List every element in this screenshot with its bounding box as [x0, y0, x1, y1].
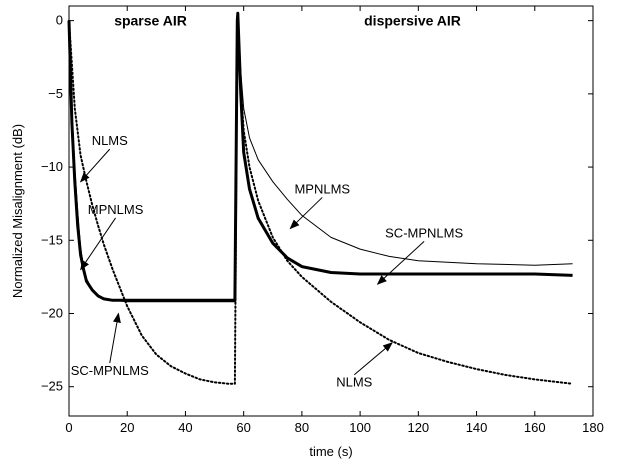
x-tick-label: 180: [582, 420, 604, 435]
x-tick-label: 0: [65, 420, 72, 435]
x-axis-title: time (s): [309, 444, 352, 459]
y-tick-label: −25: [41, 379, 63, 394]
y-tick-label: −15: [41, 232, 63, 247]
x-tick-label: 140: [466, 420, 488, 435]
x-tick-label: 160: [524, 420, 546, 435]
plot-area: [68, 5, 594, 417]
y-tick-label: −10: [41, 159, 63, 174]
annotation-arrow: [80, 217, 116, 271]
annotation-label: MPNLMS: [294, 181, 350, 196]
annotation-label: SC-MPNLMS: [71, 363, 149, 378]
annotation-label: SC-MPNLMS: [385, 225, 463, 240]
annotation-arrow: [289, 197, 323, 230]
annotation-label: NLMS: [92, 133, 128, 148]
y-tick-label: −20: [41, 306, 63, 321]
region-label: dispersive AIR: [364, 13, 461, 29]
x-tick-label: 40: [178, 420, 192, 435]
annotation-label: NLMS: [336, 375, 372, 390]
x-tick-label: 100: [349, 420, 371, 435]
x-tick-label: 80: [295, 420, 309, 435]
annotation-arrow: [376, 240, 425, 285]
x-tick-label: 60: [236, 420, 250, 435]
x-tick-label: 120: [407, 420, 429, 435]
y-tick-label: −5: [48, 86, 63, 101]
y-axis-title: Normalized Misalignment (dB): [10, 124, 25, 298]
y-tick-label: 0: [56, 13, 63, 28]
region-label: sparse AIR: [114, 13, 187, 29]
annotation-arrow: [79, 148, 111, 183]
x-tick-label: 20: [120, 420, 134, 435]
annotation-label: MPNLMS: [88, 202, 144, 217]
annotation-arrow: [353, 342, 393, 376]
annotation-arrow: [109, 312, 121, 364]
